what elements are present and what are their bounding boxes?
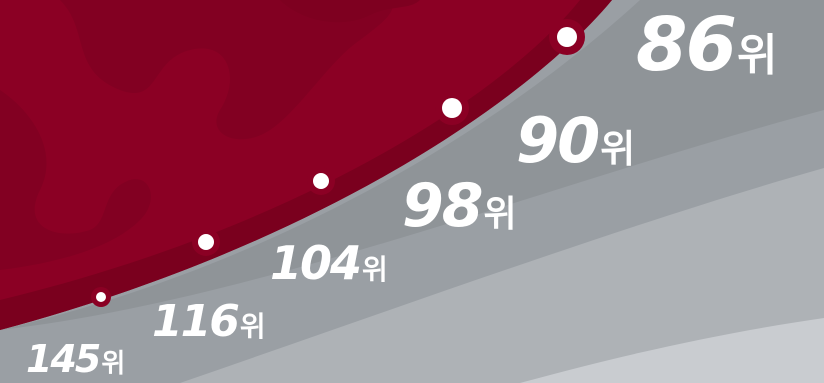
rank-unit: 위 bbox=[239, 310, 266, 343]
rank-unit: 위 bbox=[483, 194, 517, 235]
rank-number: 86 bbox=[636, 2, 737, 88]
marker-dot bbox=[96, 292, 106, 302]
lightest-gray-band bbox=[520, 318, 824, 383]
rank-number: 98 bbox=[402, 171, 483, 241]
marker-dot bbox=[198, 234, 214, 250]
rank-unit: 위 bbox=[600, 127, 636, 171]
rank-label: 90위 bbox=[516, 110, 635, 172]
marker-dot bbox=[313, 173, 329, 189]
rank-unit: 위 bbox=[362, 253, 388, 286]
marker-dot bbox=[557, 27, 577, 47]
marker-group bbox=[91, 19, 585, 307]
rank-number: 104 bbox=[270, 236, 362, 290]
rank-label: 104위 bbox=[270, 240, 388, 286]
marker-dot bbox=[442, 98, 462, 118]
rank-number: 116 bbox=[152, 296, 240, 347]
light-gray-band bbox=[180, 168, 824, 383]
rank-label: 86위 bbox=[636, 8, 777, 82]
map-texture bbox=[0, 90, 151, 270]
rank-number: 145 bbox=[26, 337, 101, 381]
rank-unit: 위 bbox=[736, 30, 778, 81]
rank-label: 98위 bbox=[402, 176, 517, 236]
map-texture bbox=[280, 0, 420, 23]
crimson-region bbox=[0, 0, 612, 330]
rank-label: 145위 bbox=[26, 340, 125, 378]
map-texture bbox=[60, 0, 393, 140]
rank-number: 90 bbox=[516, 104, 600, 177]
rank-unit: 위 bbox=[101, 349, 126, 379]
rank-label: 116위 bbox=[152, 300, 266, 344]
